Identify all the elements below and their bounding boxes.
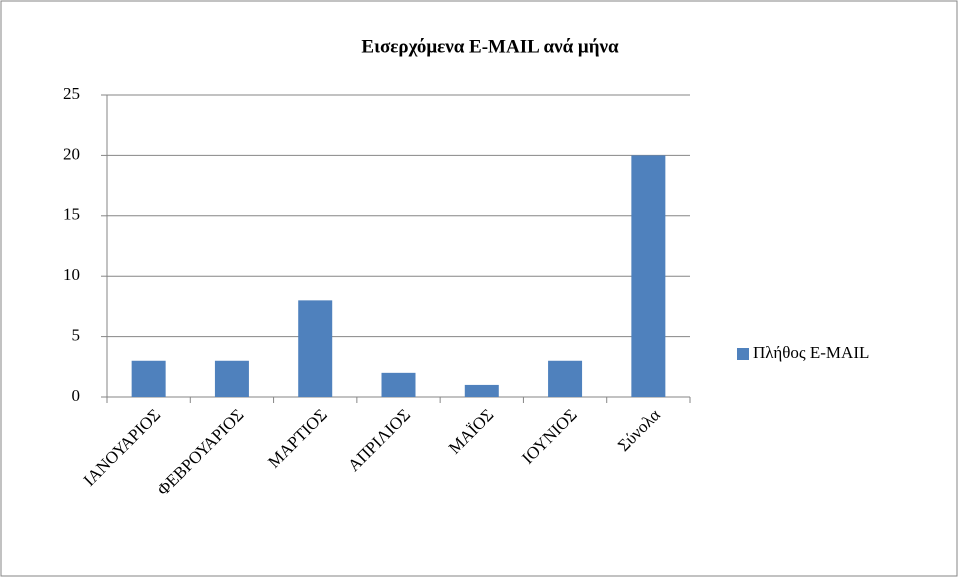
chart-title: Εισερχόμενα E-MAIL ανά μήνα — [361, 36, 619, 57]
bar — [214, 360, 249, 397]
y-tick-label: 25 — [63, 84, 80, 103]
legend-label: Πλήθος E-MAIL — [753, 343, 869, 362]
bar — [631, 155, 666, 397]
y-tick-label: 15 — [63, 205, 80, 224]
y-tick-label: 20 — [63, 144, 80, 163]
bar — [464, 384, 499, 397]
legend-swatch — [737, 348, 749, 360]
bar — [548, 360, 583, 397]
y-tick-label: 10 — [63, 265, 80, 284]
bar — [381, 372, 416, 397]
y-tick-label: 0 — [72, 386, 81, 405]
bar — [298, 300, 333, 397]
bar — [131, 360, 166, 397]
y-tick-label: 5 — [72, 326, 81, 345]
